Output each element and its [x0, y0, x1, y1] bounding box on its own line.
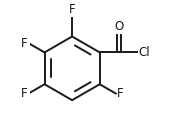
Text: Cl: Cl [138, 46, 150, 59]
Text: F: F [21, 37, 27, 50]
Text: F: F [69, 3, 75, 16]
Text: O: O [114, 20, 123, 33]
Text: F: F [117, 87, 124, 100]
Text: F: F [21, 87, 27, 100]
